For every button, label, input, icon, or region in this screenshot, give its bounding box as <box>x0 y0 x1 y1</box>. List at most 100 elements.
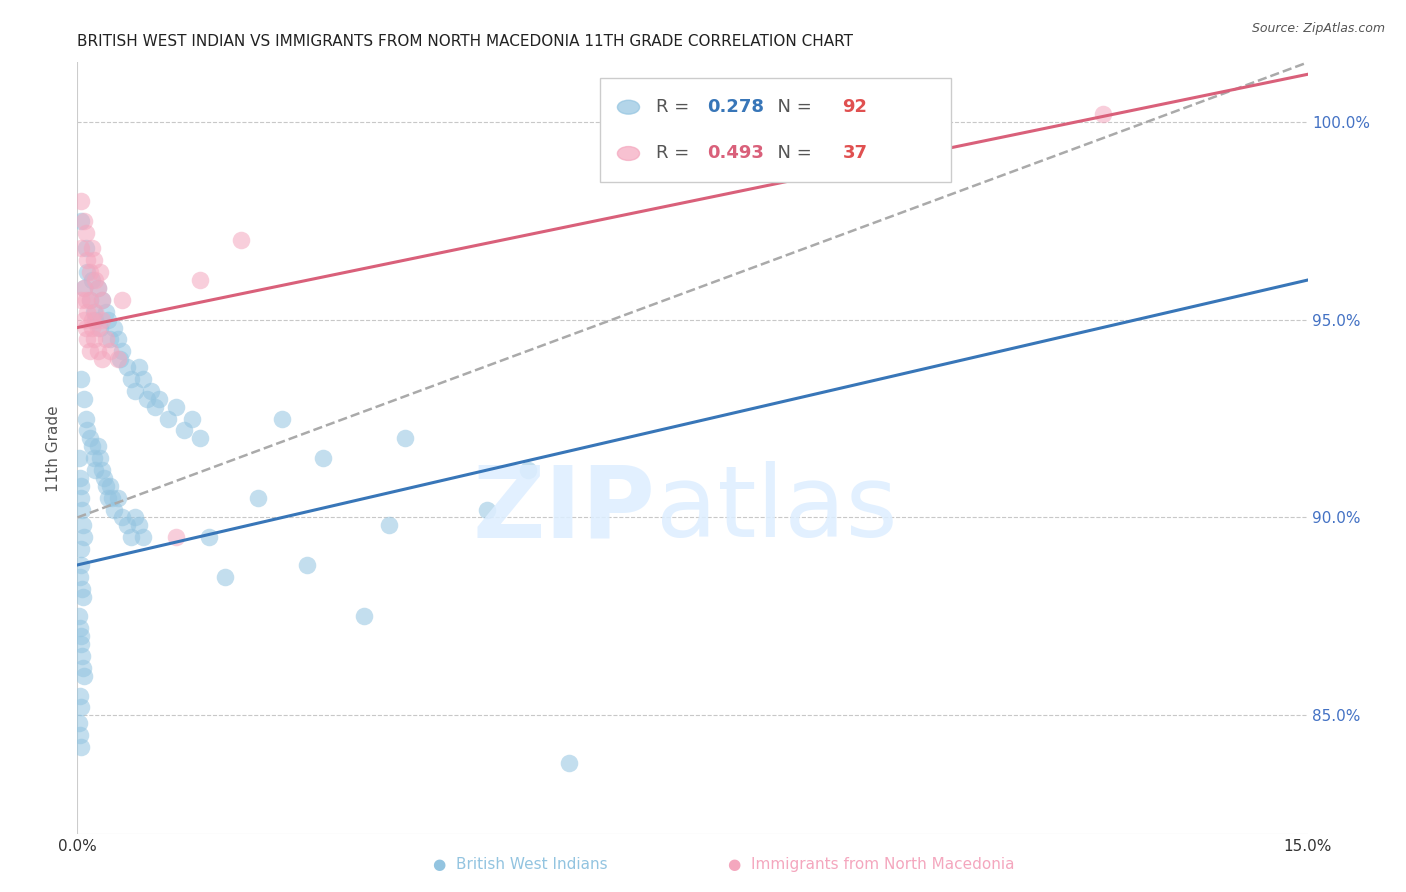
Point <box>70 502 93 516</box>
Point <box>83 253 105 268</box>
Point <box>72 661 94 675</box>
Circle shape <box>617 100 640 114</box>
Point <box>69 728 91 742</box>
Point <box>75 411 97 425</box>
Point <box>79 431 101 445</box>
Text: 0.493: 0.493 <box>707 145 763 162</box>
Point <box>73 281 96 295</box>
Point <box>98 344 121 359</box>
Point <box>82 439 104 453</box>
Text: R =: R = <box>655 145 695 162</box>
Point <box>136 392 159 406</box>
Point <box>84 312 107 326</box>
Point <box>231 234 253 248</box>
Point <box>97 312 120 326</box>
Point <box>246 491 269 505</box>
Point <box>197 530 219 544</box>
Point <box>70 491 93 505</box>
Point <box>90 293 114 307</box>
Point <box>87 281 110 295</box>
Point <box>75 226 97 240</box>
Point <box>69 479 91 493</box>
Point <box>103 502 125 516</box>
Point <box>312 451 335 466</box>
Point <box>76 304 98 318</box>
Point <box>73 213 96 227</box>
Point <box>69 471 91 485</box>
Point <box>87 281 110 295</box>
Point <box>84 304 107 318</box>
Point <box>214 570 236 584</box>
Point <box>1091 107 1114 121</box>
Point <box>69 629 91 643</box>
Point <box>143 400 166 414</box>
Point <box>82 273 104 287</box>
Point <box>70 542 93 557</box>
Point <box>188 431 212 445</box>
Point <box>69 558 91 572</box>
Point <box>76 333 98 347</box>
Point <box>124 384 146 398</box>
Point <box>165 400 187 414</box>
Point <box>87 320 110 334</box>
Point <box>165 530 187 544</box>
Y-axis label: 11th Grade: 11th Grade <box>46 405 62 491</box>
Point <box>73 669 96 683</box>
Point <box>94 333 117 347</box>
Point <box>73 392 96 406</box>
Point <box>73 312 96 326</box>
Point <box>271 411 294 425</box>
Point <box>70 648 93 663</box>
Text: ZIP: ZIP <box>472 461 655 558</box>
Point <box>76 253 98 268</box>
Point <box>70 213 93 227</box>
Point <box>89 320 111 334</box>
Point <box>120 530 142 544</box>
Text: N =: N = <box>766 98 818 116</box>
Point <box>67 716 90 731</box>
Point <box>98 333 121 347</box>
Point <box>111 344 134 359</box>
Point <box>132 530 155 544</box>
Circle shape <box>617 146 640 161</box>
Point <box>75 293 97 307</box>
Point <box>73 530 96 544</box>
Point <box>79 293 101 307</box>
Point <box>87 439 110 453</box>
Point <box>477 502 499 516</box>
Point <box>141 384 163 398</box>
Point <box>173 424 195 438</box>
Point <box>82 320 104 334</box>
Point <box>124 510 146 524</box>
Point <box>70 739 93 754</box>
Point <box>558 756 581 770</box>
Point <box>89 265 111 279</box>
Point <box>148 392 170 406</box>
Point <box>82 241 104 255</box>
Point <box>107 333 129 347</box>
Point <box>76 265 98 279</box>
Text: R =: R = <box>655 98 695 116</box>
Point <box>156 411 179 425</box>
Point <box>87 344 110 359</box>
Point <box>69 621 91 635</box>
Point <box>517 463 540 477</box>
Point <box>107 491 129 505</box>
Point <box>83 333 105 347</box>
Point <box>75 241 97 255</box>
Point <box>76 424 98 438</box>
Point <box>69 700 91 714</box>
Point <box>101 491 124 505</box>
Point <box>295 558 318 572</box>
Point <box>181 411 204 425</box>
Point <box>97 491 120 505</box>
Point <box>90 293 114 307</box>
Text: ●  Immigrants from North Macedonia: ● Immigrants from North Macedonia <box>728 857 1015 872</box>
Point <box>89 451 111 466</box>
Point <box>73 281 96 295</box>
Point <box>90 312 114 326</box>
Point <box>67 609 90 624</box>
Point <box>90 463 114 477</box>
Point <box>69 689 91 703</box>
Text: 37: 37 <box>842 145 868 162</box>
